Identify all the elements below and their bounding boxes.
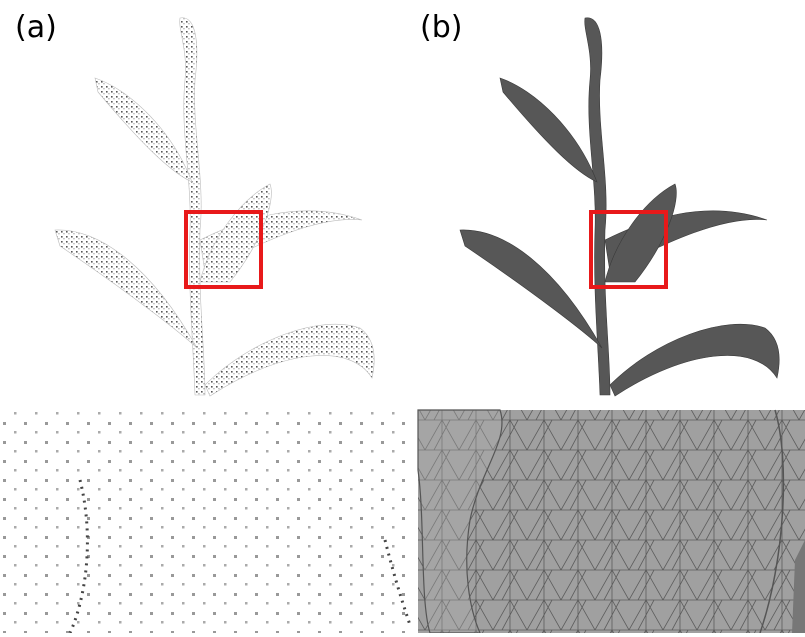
panel-label: (b) [420,10,462,45]
mesh-plant [460,18,779,396]
point-zoom [0,410,410,633]
figure: (a) (b) [0,0,805,633]
point-cloud [55,18,374,396]
panel-label: (a) [15,10,57,45]
